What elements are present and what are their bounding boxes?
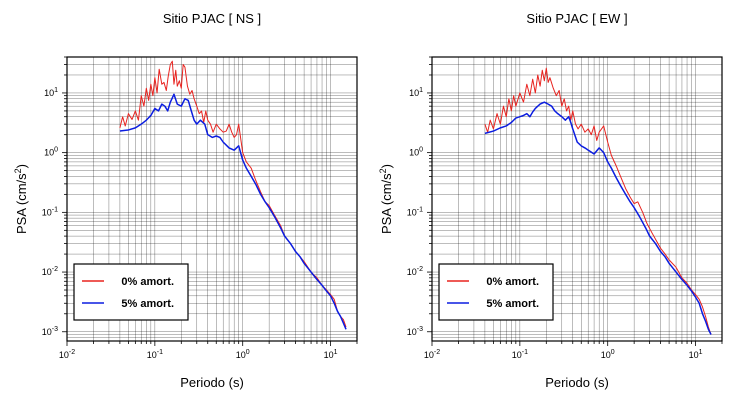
legend-label: 0% amort. [486,276,539,288]
x-tick-label: 101 [689,349,703,360]
y-tick-label: 10-2 [407,266,423,277]
y-axis-label: PSA (cm/s2) [13,164,29,234]
x-tick-label: 10-2 [424,349,440,360]
x-tick-label: 10-1 [147,349,163,360]
legend: 0% amort. 5% amort. [73,263,189,321]
y-tick-label: 10-1 [407,206,423,217]
y-tick-label: 100 [409,147,423,158]
y-tick-label: 100 [44,147,58,158]
series-line-0 [484,67,712,335]
y-tick-label: 101 [409,87,423,98]
y-tick-label: 10-3 [42,326,58,337]
y-tick-label: 10-1 [42,206,58,217]
plot-frame [431,56,723,342]
plot-frame [66,56,358,342]
x-tick-label: 10-2 [59,349,75,360]
y-tick-label: 10-2 [42,266,58,277]
legend-box [73,263,189,321]
x-tick-label: 101 [324,349,338,360]
legend-box [438,263,554,321]
tick-marks [62,56,358,346]
series-line-1 [484,101,712,335]
y-tick-label: 101 [44,87,58,98]
y-axis-label: PSA (cm/s2) [378,164,394,234]
series-line-1 [119,93,347,330]
legend-label: 0% amort. [121,276,174,288]
chart-title: Sitio PJAC [ NS ] [163,11,261,26]
x-axis-label: Periodo (s) [180,375,244,390]
y-tick-label: 10-3 [407,326,423,337]
tick-marks [427,56,723,346]
legend-label: 5% amort. [486,298,539,310]
chart-panel-0: Sitio PJAC [ NS ] 10-2 10-1 100 101 10-3 10-2 1… [13,11,358,390]
x-tick-label: 10-1 [512,349,528,360]
legend: 0% amort. 5% amort. [438,263,554,321]
x-axis-label: Periodo (s) [545,375,609,390]
grid [67,57,357,341]
chart-title: Sitio PJAC [ EW ] [526,11,627,26]
x-tick-label: 100 [236,349,250,360]
x-tick-label: 100 [601,349,615,360]
chart-panel-1: Sitio PJAC [ EW ] 10-2 10-1 100 101 10-3 10-2 1… [378,11,723,390]
legend-label: 5% amort. [121,298,174,310]
